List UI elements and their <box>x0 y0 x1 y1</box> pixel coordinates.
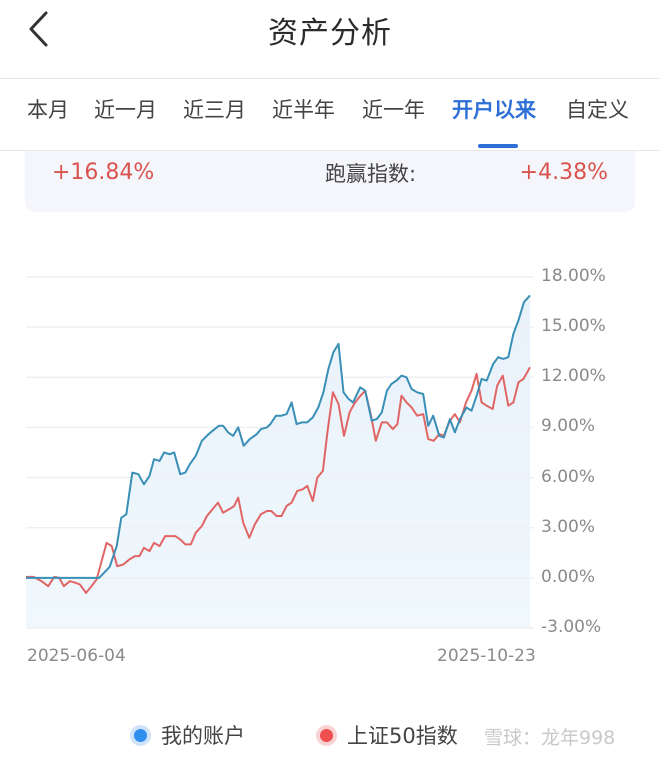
tab-custom[interactable]: 自定义 <box>566 98 629 122</box>
tab-last-year[interactable]: 近一年 <box>362 98 425 122</box>
x-axis-start-label: 2025-06-04 <box>27 646 126 666</box>
y-axis-label: 12.00% <box>541 366 606 387</box>
tab-last-half-year[interactable]: 近半年 <box>272 98 335 122</box>
y-axis-label: 18.00% <box>541 266 606 286</box>
account-line <box>26 294 531 579</box>
account-return-value: +16.84% <box>52 160 155 185</box>
legend-label: 上证50指数 <box>347 724 458 748</box>
legend-label: 我的账户 <box>161 724 245 748</box>
legend-my-account[interactable]: 我的账户 <box>134 720 245 750</box>
tab-last-three-months[interactable]: 近三月 <box>183 98 246 122</box>
tabs-divider <box>0 150 660 151</box>
chart-legend: 我的账户 上证50指数 雪球：龙年998 <box>0 720 660 756</box>
legend-sse50-index[interactable]: 上证50指数 <box>320 720 458 750</box>
active-tab-indicator <box>478 144 518 148</box>
beat-index-label: 跑赢指数: <box>325 162 417 186</box>
chevron-left-icon <box>29 11 48 47</box>
y-axis-label: 15.00% <box>541 316 606 337</box>
y-axis-label: 3.00% <box>541 516 596 537</box>
watermark: 雪球：龙年998 <box>484 727 616 749</box>
y-axis-label: 0.00% <box>541 566 596 587</box>
period-tabs: 本月 近一月 近三月 近半年 近一年 开户以来 自定义 <box>0 94 660 148</box>
header-divider <box>0 78 660 79</box>
y-axis-label: 6.00% <box>541 466 596 487</box>
tab-last-month[interactable]: 近一月 <box>94 98 157 122</box>
x-axis-end-label: 2025-10-23 <box>437 646 536 666</box>
tab-this-month[interactable]: 本月 <box>27 98 69 122</box>
summary-card: +16.84% 跑赢指数: +4.38% <box>25 151 635 212</box>
back-button[interactable] <box>26 10 56 48</box>
page-title: 资产分析 <box>268 16 392 51</box>
beat-index-value: +4.38% <box>519 160 608 185</box>
y-axis-label: -3.00% <box>541 617 602 637</box>
tab-since-opening[interactable]: 开户以来 <box>452 98 536 122</box>
y-axis-label: 9.00% <box>541 416 596 437</box>
legend-dot-icon <box>134 728 147 742</box>
legend-dot-icon <box>320 728 333 742</box>
